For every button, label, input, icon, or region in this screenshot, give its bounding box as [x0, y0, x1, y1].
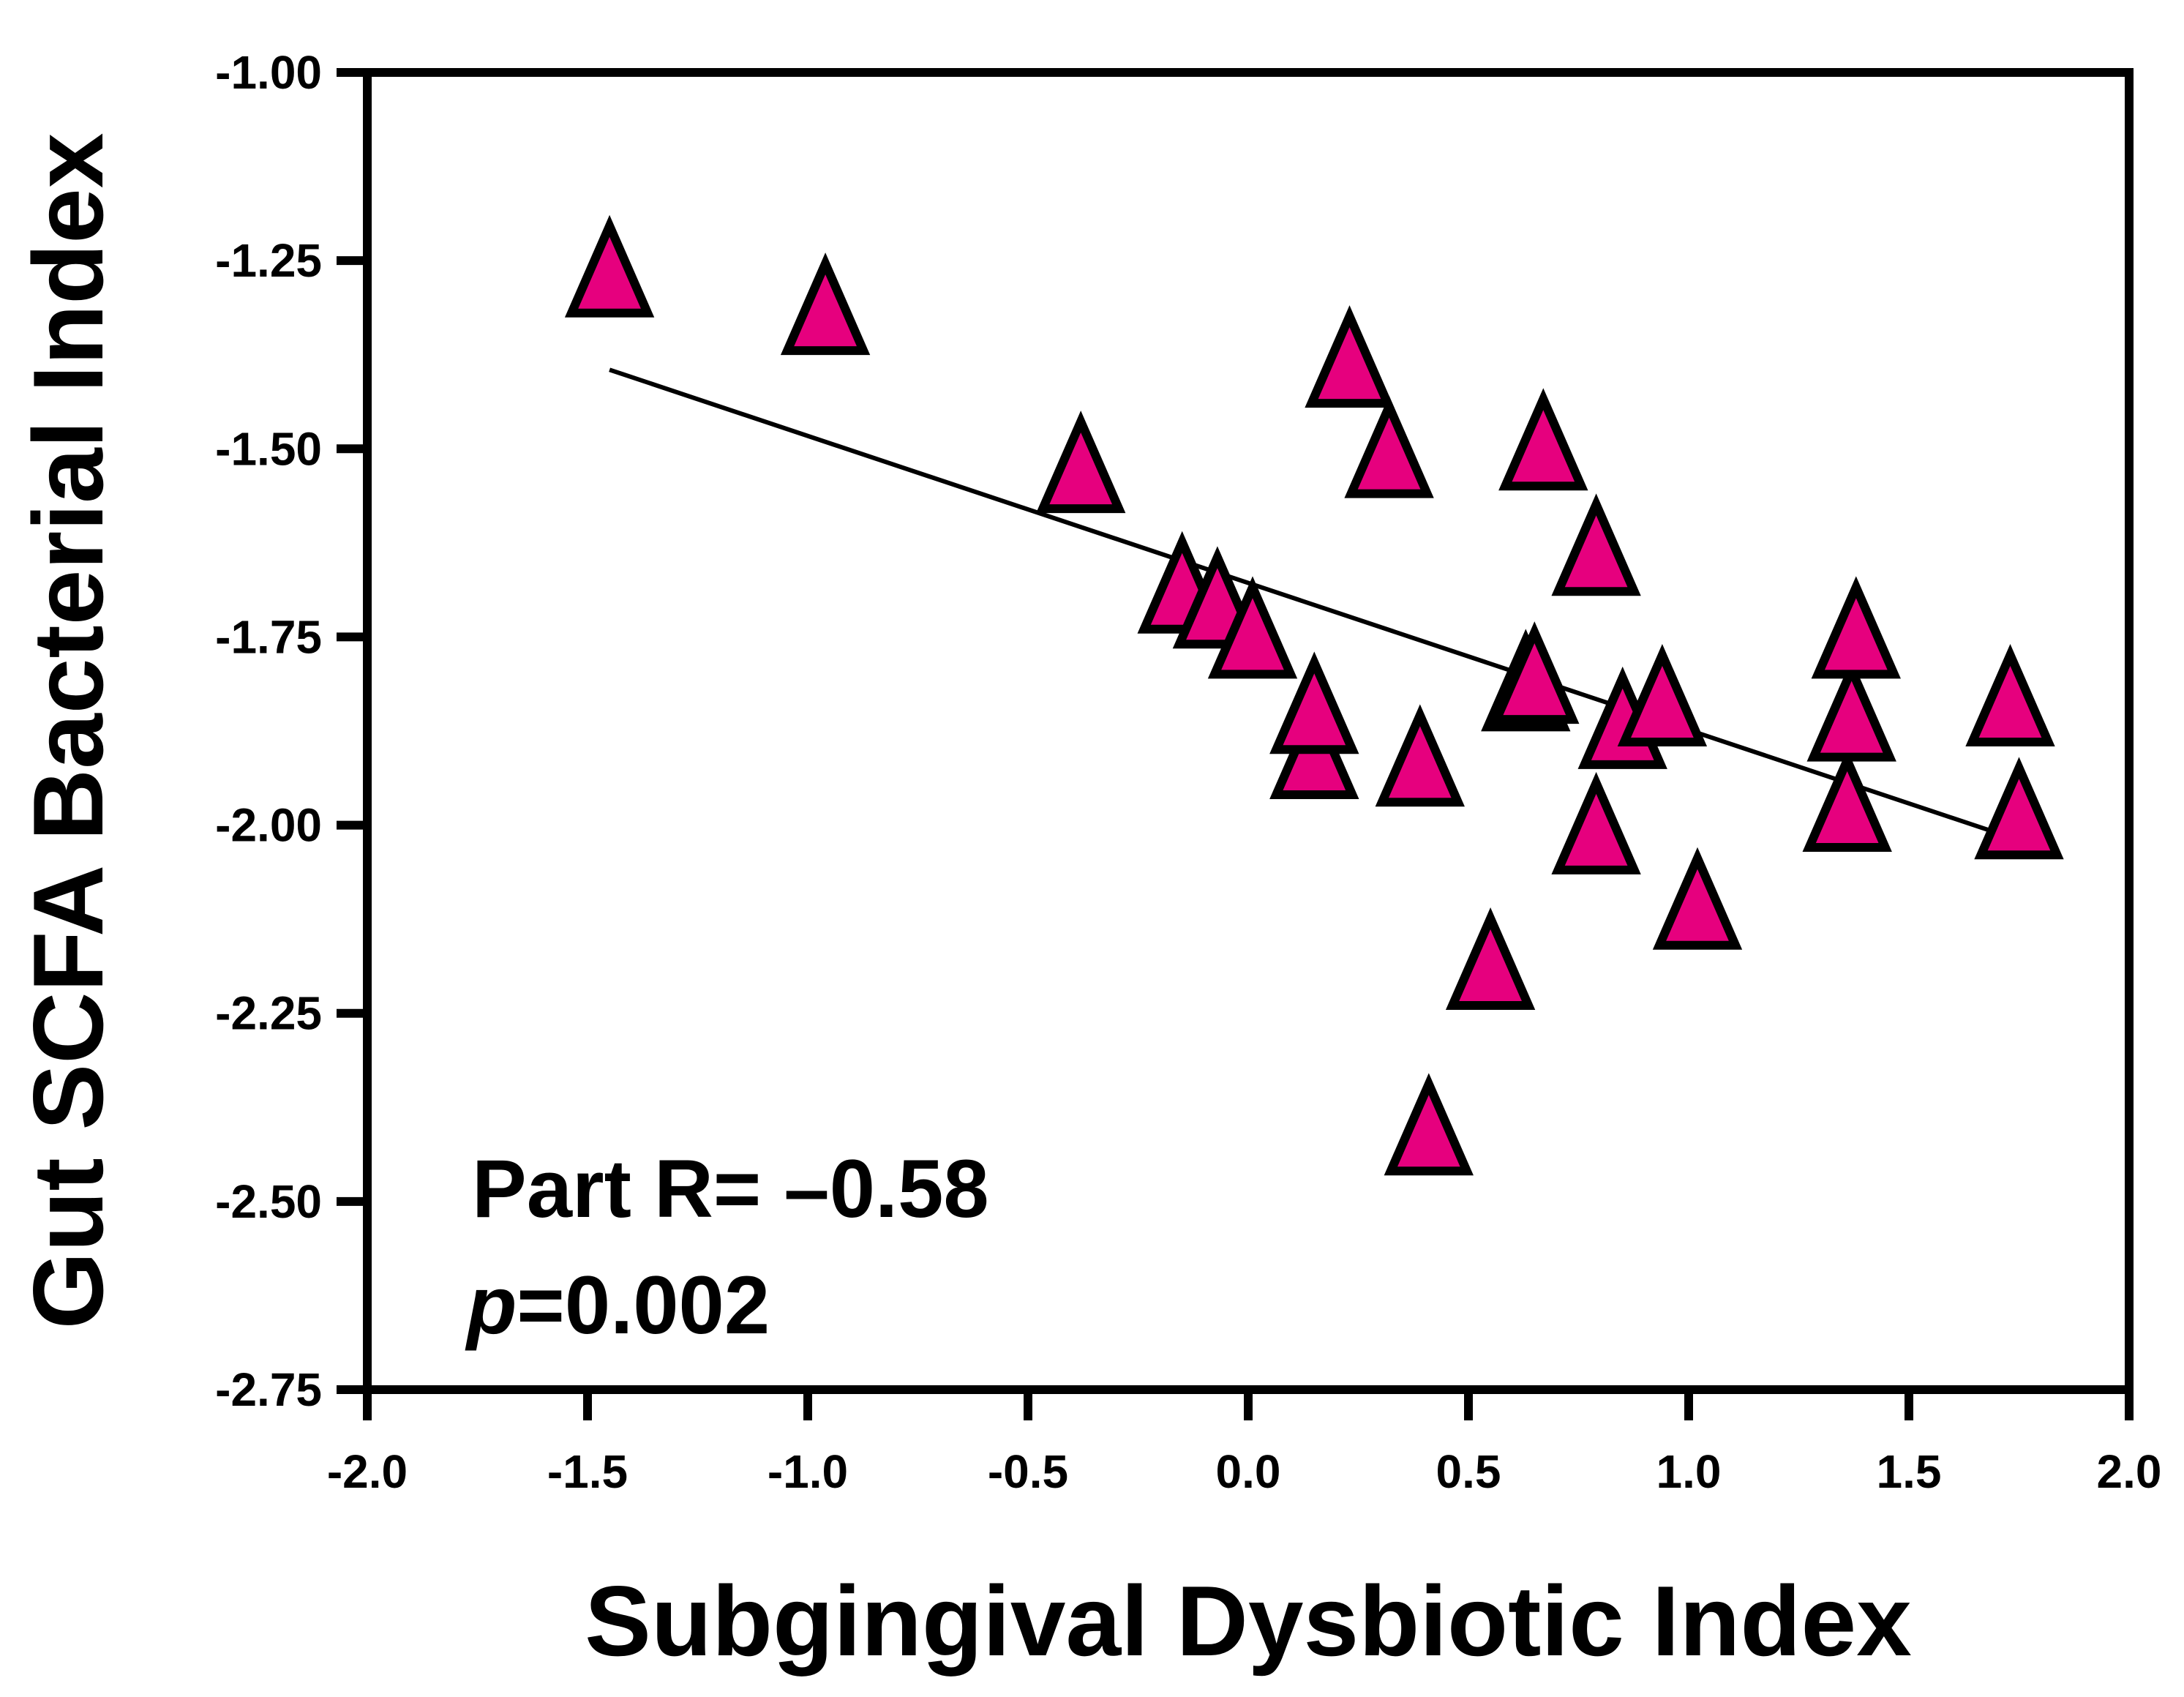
y-tick-label: -2.25 [215, 987, 322, 1040]
y-tick-label: -1.50 [215, 422, 322, 475]
data-point [1551, 771, 1641, 874]
data-point [780, 252, 871, 356]
data-point [1036, 411, 1126, 514]
data-point [1617, 644, 1708, 746]
y-tick-label: -2.75 [215, 1363, 322, 1416]
data-point [1652, 847, 1743, 950]
p-value: =0.002 [517, 1259, 770, 1351]
data-point [1490, 621, 1580, 724]
x-tick-label: 2.0 [2097, 1445, 2162, 1498]
x-tick-label: -1.0 [768, 1445, 848, 1498]
x-tick-label: 0.0 [1216, 1445, 1281, 1498]
data-point [1806, 659, 1896, 762]
x-tick-label: 1.5 [1877, 1445, 1942, 1498]
data-point [1384, 1073, 1474, 1176]
x-axis-ticks: -2.0 -1.5 -1.0 -0.5 0.0 0.5 1.0 1.5 2.0 [327, 1390, 2162, 1498]
y-tick-label: -1.25 [215, 234, 322, 287]
data-point [1305, 305, 1395, 408]
data-point [1375, 704, 1465, 807]
y-axis-title: Gut SCFA Bacterial Index [12, 133, 124, 1330]
data-point [1344, 395, 1434, 498]
regression-line [609, 367, 2020, 842]
p-symbol: p [465, 1259, 517, 1351]
data-points [564, 214, 2064, 1176]
x-tick-label: -0.5 [988, 1445, 1068, 1498]
data-point [1207, 576, 1298, 679]
y-tick-label: -1.00 [215, 46, 322, 99]
data-point [1811, 576, 1901, 679]
x-tick-label: -2.0 [327, 1445, 408, 1498]
regression-layer [609, 367, 2020, 842]
x-tick-label: 1.0 [1656, 1445, 1722, 1498]
x-tick-label: -1.5 [547, 1445, 628, 1498]
data-point [1498, 388, 1588, 491]
y-tick-label: -1.75 [215, 610, 322, 663]
data-point [1551, 493, 1641, 596]
part-r-annotation: Part R= –0.58 [472, 1143, 989, 1235]
p-value-annotation: p=0.002 [465, 1259, 770, 1351]
data-point [1802, 749, 1892, 852]
x-tick-label: 0.5 [1436, 1445, 1501, 1498]
data-point [1269, 651, 1359, 754]
x-axis-title: Subgingival Dysbiotic Index [585, 1565, 1912, 1677]
data-point [1974, 757, 2064, 860]
y-tick-label: -2.50 [215, 1175, 322, 1228]
data-point [564, 214, 655, 318]
y-axis-ticks: -1.00 -1.25 -1.50 -1.75 -2.00 -2.25 -2.50 -2.75 [215, 46, 367, 1416]
y-tick-label: -2.00 [215, 799, 322, 852]
data-point [1445, 907, 1536, 1010]
data-point [1965, 644, 2055, 746]
